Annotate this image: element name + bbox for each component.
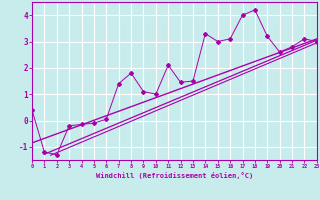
- X-axis label: Windchill (Refroidissement éolien,°C): Windchill (Refroidissement éolien,°C): [96, 172, 253, 179]
